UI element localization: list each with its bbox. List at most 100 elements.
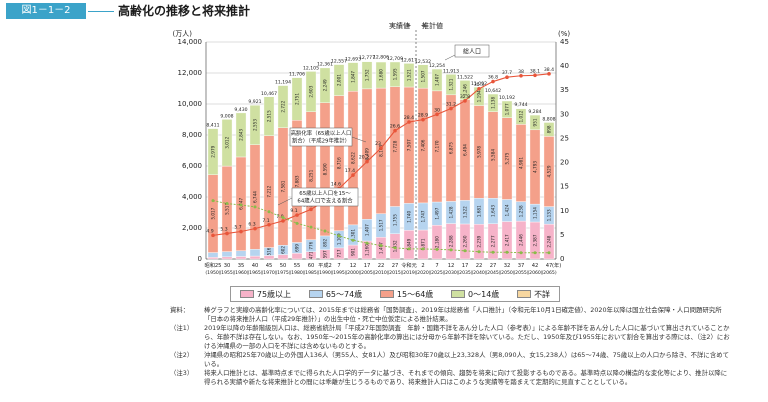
x-tick-label: 平成2 (318, 261, 332, 269)
aging-rate-point (225, 231, 229, 236)
bar-value-label: 2,288 (449, 235, 454, 247)
support-ratio-point (295, 221, 299, 225)
aging-rate-label: 28.4 (404, 115, 414, 121)
bar-value-label: 2,979 (211, 145, 216, 157)
bar-value-label: 2,515 (267, 110, 272, 122)
bar-segment-75-plus (207, 257, 219, 260)
legend-item-75-plus: 75歳以上 (239, 289, 291, 300)
bar-segment-0-14 (207, 128, 219, 175)
x-tick-label: 35 (238, 263, 245, 269)
y-right-tick-label: 35 (560, 86, 569, 94)
aging-rate-label: 35.3 (474, 82, 484, 88)
bar-segment-0-14 (347, 62, 359, 92)
x-tick-label: 27 (490, 263, 497, 269)
bar-segment-0-14 (431, 68, 443, 92)
x-tick-label: 7 (337, 263, 340, 269)
bar-total-label: 11,706 (289, 72, 305, 78)
aging-rate-label: 5.7 (234, 225, 241, 231)
bar-total-label: 10,467 (261, 91, 277, 97)
aging-rate-label: 9.1 (290, 208, 297, 214)
bar-value-label: 6,494 (463, 144, 468, 156)
legend-swatch (451, 290, 466, 298)
aging-rate-label: 28.9 (418, 113, 428, 119)
bar-total-label: 12,693 (345, 56, 361, 62)
bar-value-label: 2,722 (281, 100, 286, 112)
aging-rate-point (547, 72, 551, 76)
bar-segment-0-14 (305, 71, 317, 112)
aging-rate-label: 7.1 (262, 218, 269, 224)
bar-total-label: 11,194 (275, 79, 291, 85)
aging-rate-label: 32.8 (460, 94, 470, 100)
bar-total-label: 11,092 (471, 81, 487, 87)
bar-segment-0-14 (221, 119, 233, 167)
bar-value-label: 3,012 (225, 136, 230, 148)
aging-rate-point (211, 233, 215, 238)
aging-population-chart: 0 2,000 4,000 6,000 8,000 10,000 12,000 14,000 0… (173, 21, 571, 276)
bar-value-label: 8,590 (323, 163, 328, 175)
bar-value-label: 2,387 (533, 234, 538, 246)
bar-segment-0-14 (445, 74, 457, 96)
aging-rate-point (253, 226, 257, 231)
x-tick-sublabel: (1960) (233, 270, 248, 276)
x-tick-sublabel: (1995) (331, 270, 346, 276)
x-tick-sublabel: (2055) (513, 270, 528, 276)
support-ratio-point (519, 251, 523, 255)
legend-label: 不詳 (534, 289, 551, 299)
bar-value-label: 7,581 (281, 180, 286, 192)
aging-rate-label: 37.7 (502, 70, 512, 76)
support-ratio-point (491, 250, 495, 254)
x-tick-sublabel: (2045) (485, 270, 500, 276)
bar-total-label: 9,284 (528, 109, 541, 115)
bar-value-label: 471 (309, 251, 314, 259)
bar-segment-0-14 (487, 93, 499, 112)
bar-value-label: 1,246 (463, 84, 468, 96)
x-tick-label: 昭和25 (205, 261, 222, 269)
bar-value-label: 1,740 (407, 211, 412, 223)
bar-total-label: 12,806 (373, 55, 389, 61)
bar-value-label: 1,632 (393, 240, 398, 252)
bar-value-label: 2,001 (337, 74, 342, 86)
support-ratio-point (421, 247, 425, 251)
actual-label: 実績値 (389, 21, 410, 30)
x-tick-sublabel: (1975) (275, 270, 290, 276)
x-tick-label: 42 (532, 263, 539, 269)
legend-label: 0～14歳 (468, 289, 500, 299)
bar-value-label: 1,507 (421, 70, 426, 82)
bar-value-label: 699 (295, 244, 300, 252)
note-2: （注2） 沖縄県の昭和25年70歳以上の外国人136人（男55人、女81人）及び昭… (170, 351, 729, 368)
bar-value-label: 7,212 (267, 185, 272, 197)
bar-segment-65-74 (221, 251, 233, 258)
bar-value-label: 2,417 (505, 234, 510, 246)
bar-value-label: 2,248 (547, 235, 552, 247)
bar-value-label: 7,507 (407, 139, 412, 151)
support-ratio-point (547, 251, 551, 255)
bar-segment-0-14 (291, 77, 303, 121)
bar-value-label: 1,517 (379, 219, 384, 231)
bar-total-label: 12,254 (429, 63, 445, 69)
aging-rate-point (379, 146, 383, 150)
x-tick-sublabel: (2010) (373, 270, 388, 276)
bar-value-label: 602 (281, 246, 286, 254)
support-ratio-point (225, 202, 229, 206)
bar-total-label: 10,642 (485, 88, 501, 94)
bar-value-label: 1,595 (393, 68, 398, 80)
bar-segment-75-plus (221, 256, 233, 260)
estimate-label: 推計値 (422, 21, 443, 30)
bar-value-label: 1,428 (449, 206, 454, 218)
aging-rate-point (295, 213, 299, 217)
y-right-tick-label: 30 (560, 110, 569, 118)
bar-value-label: 8,103 (379, 145, 384, 157)
x-tick-label: 47 (546, 263, 553, 269)
bar-value-label: 1,109 (337, 233, 342, 245)
bar-value-label: 8,716 (337, 157, 342, 169)
bar-value-label: 1,407 (365, 224, 370, 236)
aging-rate-point (281, 219, 285, 223)
bar-value-label: 7,728 (393, 140, 398, 152)
aging-rate-label: 5.3 (220, 226, 227, 232)
support-ratio-point (365, 241, 369, 245)
legend-swatch (239, 290, 254, 298)
support-ratio-point (477, 250, 481, 254)
bar-segment-0-14 (263, 96, 275, 136)
x-tick-label: 7 (435, 263, 438, 269)
support-callout-box (291, 187, 359, 207)
